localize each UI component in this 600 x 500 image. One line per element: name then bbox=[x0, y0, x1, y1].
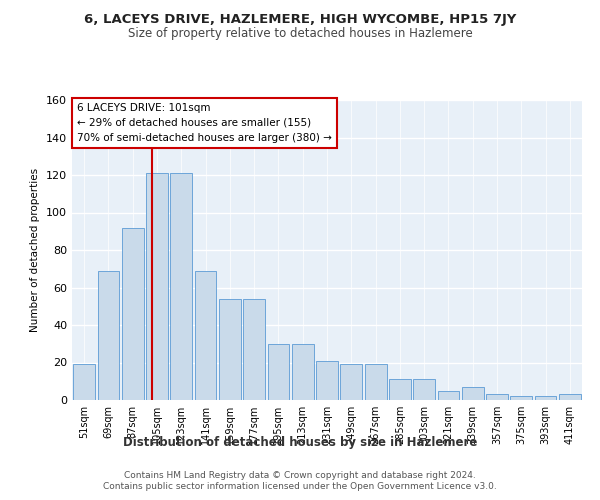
Bar bbox=[268, 344, 289, 400]
Bar bbox=[389, 380, 411, 400]
Bar bbox=[170, 173, 192, 400]
Bar bbox=[462, 387, 484, 400]
Text: Contains public sector information licensed under the Open Government Licence v3: Contains public sector information licen… bbox=[103, 482, 497, 491]
Bar bbox=[146, 173, 168, 400]
Bar bbox=[559, 394, 581, 400]
Bar bbox=[486, 394, 508, 400]
Bar bbox=[511, 396, 532, 400]
Bar bbox=[122, 228, 143, 400]
Bar bbox=[340, 364, 362, 400]
Bar bbox=[219, 298, 241, 400]
Bar bbox=[194, 270, 217, 400]
Bar bbox=[97, 270, 119, 400]
Bar bbox=[316, 360, 338, 400]
Text: Distribution of detached houses by size in Hazlemere: Distribution of detached houses by size … bbox=[123, 436, 477, 449]
Bar bbox=[437, 390, 460, 400]
Bar bbox=[243, 298, 265, 400]
Y-axis label: Number of detached properties: Number of detached properties bbox=[31, 168, 40, 332]
Text: Contains HM Land Registry data © Crown copyright and database right 2024.: Contains HM Land Registry data © Crown c… bbox=[124, 471, 476, 480]
Bar bbox=[365, 364, 386, 400]
Text: 6, LACEYS DRIVE, HAZLEMERE, HIGH WYCOMBE, HP15 7JY: 6, LACEYS DRIVE, HAZLEMERE, HIGH WYCOMBE… bbox=[84, 12, 516, 26]
Bar bbox=[73, 364, 95, 400]
Bar bbox=[413, 380, 435, 400]
Bar bbox=[292, 344, 314, 400]
Text: 6 LACEYS DRIVE: 101sqm
← 29% of detached houses are smaller (155)
70% of semi-de: 6 LACEYS DRIVE: 101sqm ← 29% of detached… bbox=[77, 103, 332, 142]
Text: Size of property relative to detached houses in Hazlemere: Size of property relative to detached ho… bbox=[128, 28, 472, 40]
Bar bbox=[535, 396, 556, 400]
